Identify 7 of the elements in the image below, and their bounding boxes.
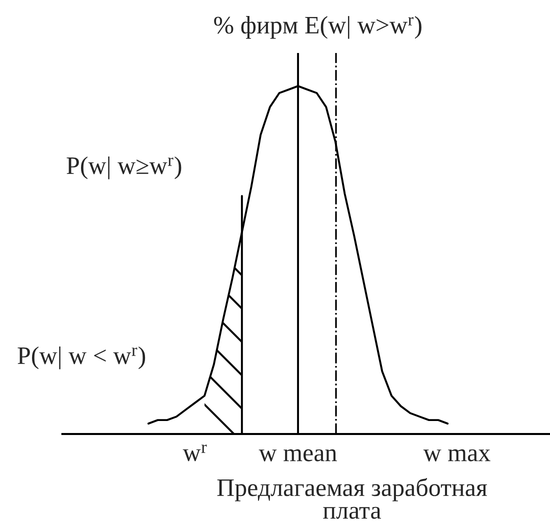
x-tick-label: w max	[423, 449, 490, 462]
chart-title: % фирм E(w| w>w$^{r}$)	[214, 16, 422, 39]
annotation: P(w| w < w$^{r}$)	[18, 346, 146, 370]
annotation: P(w| w≥w$^{r}$)	[66, 156, 182, 180]
x-axis-title: Предлагаемая заработная плата	[217, 478, 487, 519]
x-tick-label: w$^{r}$	[182, 444, 207, 462]
x-tick-label: w mean	[258, 449, 337, 462]
